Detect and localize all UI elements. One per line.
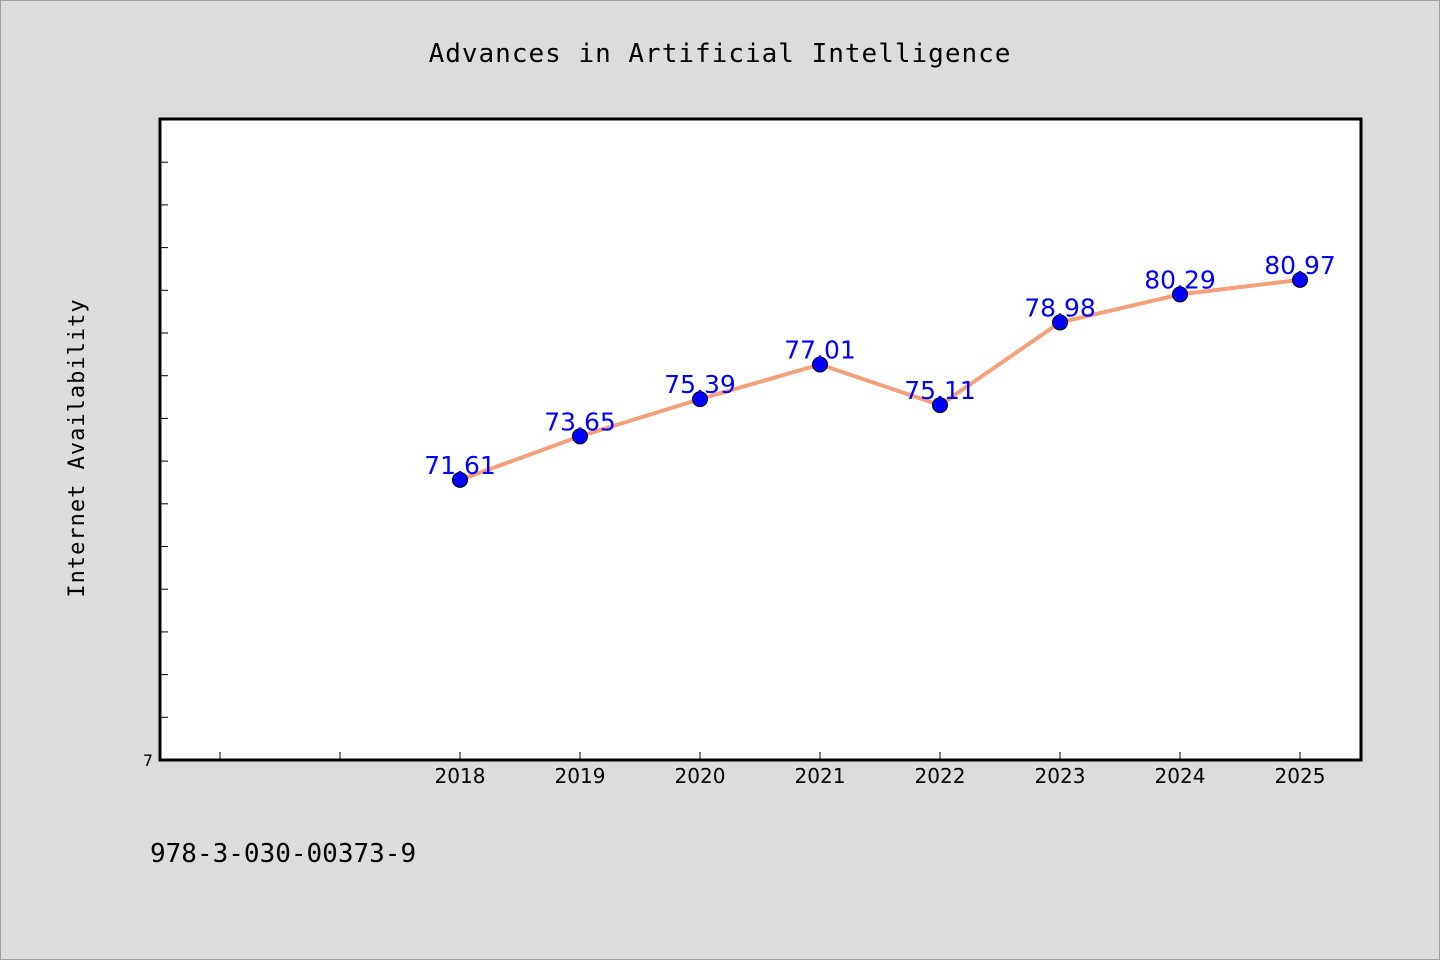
data-point-2023 <box>1052 314 1068 331</box>
data-label-2024: 80.29 <box>1144 265 1216 294</box>
markers-layer <box>452 271 1308 488</box>
plot-area <box>160 119 1361 760</box>
chart-title: Advances in Artificial Intelligence <box>429 39 1012 69</box>
x-tick-label-2025: 2025 <box>1275 764 1326 788</box>
data-point-2024 <box>1172 286 1188 303</box>
series-line-layer <box>459 277 1301 482</box>
data-point-2018 <box>452 471 468 488</box>
axis-ticks: 7 2018 2019 2020 2021 2022 2023 2024 2025 <box>143 161 1326 788</box>
x-tick-label-2022: 2022 <box>915 764 966 788</box>
x-tick-label-2020: 2020 <box>675 764 726 788</box>
data-point-2025 <box>1292 271 1308 288</box>
data-label-2023: 78.98 <box>1024 293 1096 322</box>
data-label-2025: 80.97 <box>1264 251 1336 280</box>
data-label-2021: 77.01 <box>784 336 856 365</box>
data-point-2019 <box>572 428 588 445</box>
data-point-2020 <box>692 391 708 408</box>
series-line <box>459 277 1301 482</box>
y-tick-label: 7 <box>143 751 153 770</box>
data-label-2019: 73.65 <box>544 407 616 436</box>
data-labels-layer: 71.61 73.65 75.39 77.01 75.11 78.98 80.29 80.97 <box>424 251 1336 480</box>
x-tick-label-2018: 2018 <box>435 764 486 788</box>
isbn-footer: 978-3-030-00373-9 <box>150 839 416 869</box>
x-tick-label-2019: 2019 <box>555 764 606 788</box>
data-point-2022 <box>932 397 948 414</box>
x-tick-label-2021: 2021 <box>795 764 846 788</box>
data-label-2022: 75.11 <box>904 376 976 405</box>
y-axis-label: Internet Availability <box>65 298 90 597</box>
data-point-2021 <box>812 356 828 373</box>
plot-border <box>158 117 1363 762</box>
data-label-2018: 71.61 <box>424 451 496 480</box>
x-tick-label-2023: 2023 <box>1035 764 1086 788</box>
data-label-2020: 75.39 <box>664 370 736 399</box>
x-tick-label-2024: 2024 <box>1155 764 1206 788</box>
